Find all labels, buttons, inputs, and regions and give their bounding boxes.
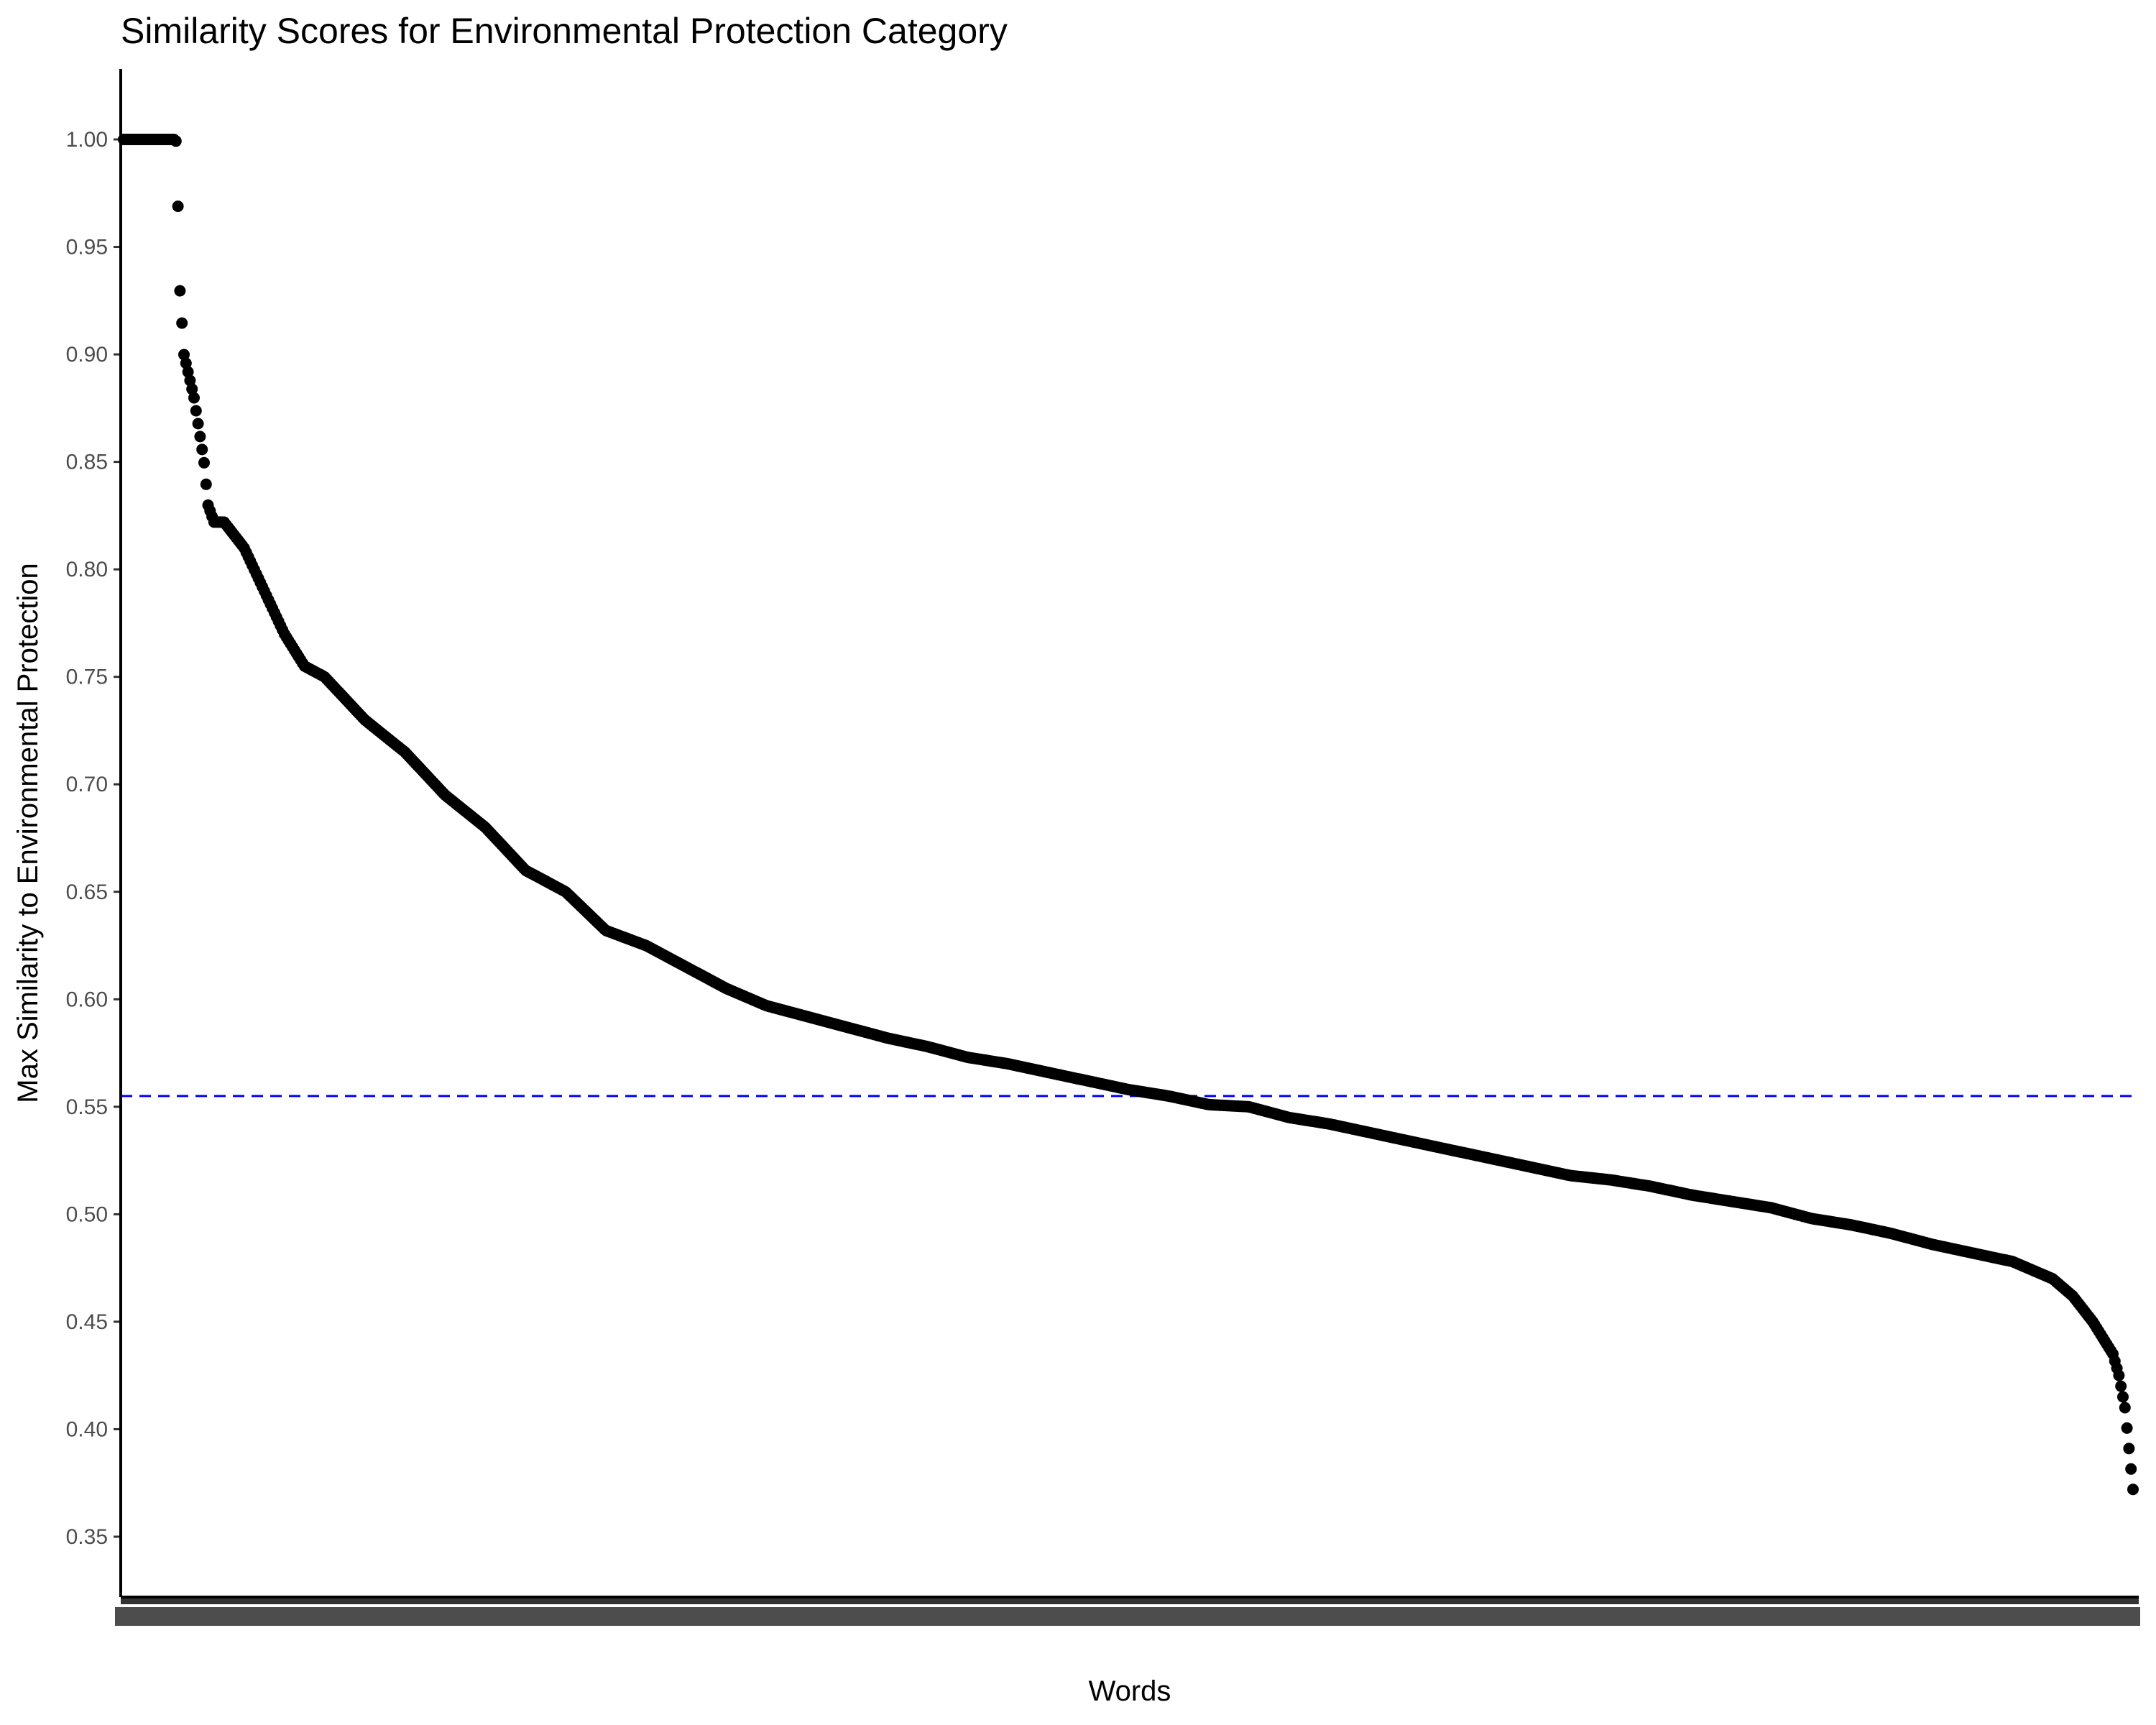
y-tick-label: 0.55 [66,1095,108,1119]
y-tick-label: 0.85 [66,451,108,474]
y-tick-label: 0.45 [66,1310,108,1334]
data-points [118,134,2139,1496]
data-point [172,201,184,212]
data-point [2117,1391,2129,1403]
data-point [2115,1380,2127,1392]
data-point [2125,1463,2137,1475]
y-tick-label: 0.90 [66,343,108,367]
data-point [194,431,206,443]
x-axis-title: Words [1089,1675,1171,1707]
y-axis-title: Max Similarity to Environmental Protecti… [12,563,44,1103]
data-point [2121,1422,2133,1434]
y-tick-label: 0.75 [66,666,108,689]
data-point [186,383,198,395]
y-tick-label: 0.60 [66,988,108,1011]
y-tick-label: 0.80 [66,558,108,581]
y-tick-label: 0.50 [66,1202,108,1226]
data-point [182,366,194,378]
x-ticks-dense [121,1597,2139,1604]
y-tick-label: 0.40 [66,1417,108,1441]
x-axis-ticks [115,1597,2140,1626]
data-point [174,285,186,297]
data-point [176,317,188,329]
data-point [198,456,210,469]
data-point [170,135,182,147]
data-point [2127,1484,2139,1496]
y-tick-label: 0.65 [66,880,108,904]
data-point [2123,1443,2135,1455]
data-point [2113,1369,2125,1381]
y-tick-label: 0.95 [66,236,108,259]
data-point [192,418,204,430]
y-tick-label: 1.00 [66,128,108,152]
chart-title: Similarity Scores for Environmental Prot… [121,11,1008,51]
data-point [2119,1402,2131,1414]
data-point [200,478,212,490]
data-point [178,349,190,361]
data-point [188,392,200,404]
data-point [196,443,208,456]
y-tick-label: 0.70 [66,773,108,796]
data-point [180,357,192,369]
data-point [190,405,202,417]
y-axis-ticks: 0.35 0.40 0.45 0.50 0.55 0.60 0.65 0.70 0.75 0.80… [66,128,121,1549]
x-tick-labels-overlapped [115,1607,2140,1626]
y-tick-label: 0.35 [66,1525,108,1549]
